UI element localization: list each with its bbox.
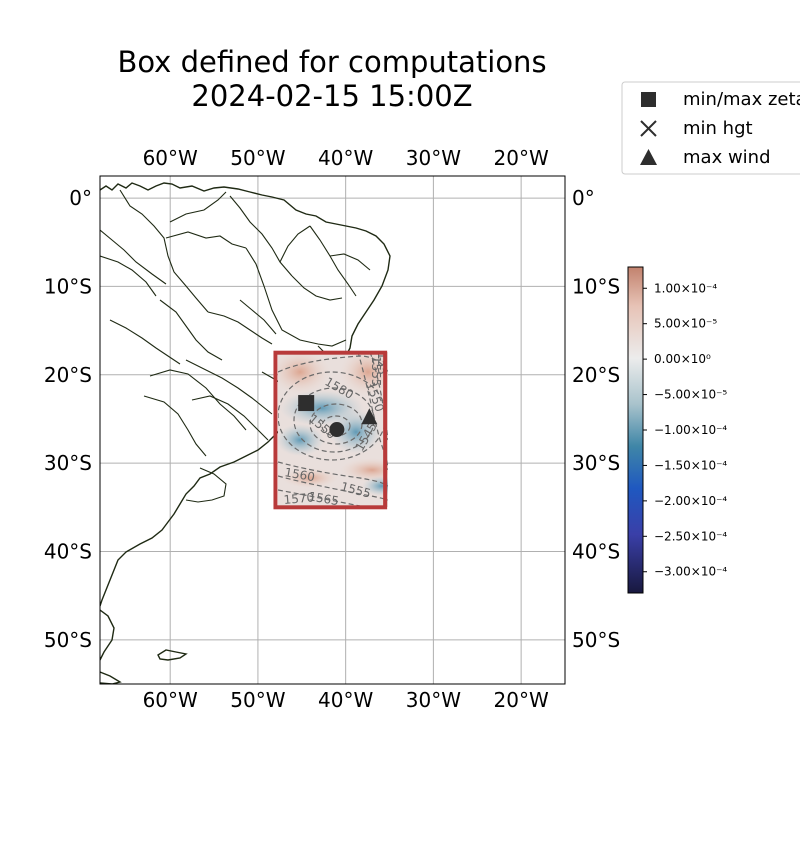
legend: min/max zeta min hgt max wind <box>621 81 800 175</box>
colorbar-tick-label: 0.00×10⁰ <box>654 352 711 366</box>
map-frame <box>99 175 566 685</box>
lon-tick-label-bottom: 60°W <box>143 688 198 712</box>
falkland-islands <box>157 649 188 661</box>
max-wind-marker <box>361 408 378 425</box>
colorbar-tick-label: −1.00×10⁻⁴ <box>654 423 727 437</box>
map-title: Box defined for computations <box>117 45 547 79</box>
lon-tick-label-bottom: 30°W <box>406 688 461 712</box>
axis-tick-labels: 60°W 60°W 50°W 50°W 40°W 40°W 30°W 30°W 20°W 20°W… <box>44 146 620 712</box>
legend-frame <box>621 81 800 175</box>
lon-tick-label-top: 60°W <box>143 146 198 170</box>
colorbar-tick-label: −5.00×10⁻⁵ <box>654 388 727 402</box>
legend-triangle-icon <box>640 149 657 165</box>
legend-label-wind: max wind <box>683 147 771 168</box>
colorbar <box>627 266 644 594</box>
legend-cross-icon <box>640 120 657 137</box>
lat-tick-label-left: 10°S <box>44 274 92 298</box>
min-max-zeta-marker <box>298 395 315 412</box>
lon-tick-label-bottom: 40°W <box>318 688 373 712</box>
legend-square-icon <box>641 92 656 107</box>
legend-label-hgt: min hgt <box>683 118 753 139</box>
colorbar-tick-label: −2.00×10⁻⁴ <box>654 494 727 508</box>
lat-tick-label-left: 0° <box>69 186 92 210</box>
contour-label: 1565 <box>307 489 340 508</box>
lat-tick-label-right: 30°S <box>572 451 620 475</box>
lon-tick-label-top: 50°W <box>230 146 285 170</box>
lat-tick-label-right: 0° <box>572 186 595 210</box>
contour-label: 1570 <box>283 490 315 507</box>
system-center-marker <box>329 422 345 438</box>
lon-tick-label-top: 40°W <box>318 146 373 170</box>
lon-tick-label-bottom: 20°W <box>494 688 549 712</box>
contour-label: 1555 <box>369 356 383 387</box>
colorbar-ticks: 1.00×10⁻⁴ 5.00×10⁻⁵ 0.00×10⁰ −5.00×10⁻⁵ −1.0… <box>643 281 727 579</box>
lat-tick-label-right: 40°S <box>572 539 620 563</box>
lat-tick-label-left: 40°S <box>44 539 92 563</box>
south-america-coastline <box>100 182 391 607</box>
computation-box <box>273 350 388 510</box>
legend-label-zeta: min/max zeta <box>683 89 800 110</box>
lat-tick-label-left: 50°S <box>44 628 92 652</box>
map-subtitle-date: 2024-02-15 15:00Z <box>191 79 473 113</box>
south-america-south-coast <box>100 609 115 661</box>
lat-tick-label-left: 20°S <box>44 363 92 387</box>
lat-tick-label-left: 30°S <box>44 451 92 475</box>
lat-tick-label-right: 20°S <box>572 363 620 387</box>
markers-layer <box>298 395 378 438</box>
colorbar-tick-label: −1.50×10⁻⁴ <box>654 458 727 472</box>
colorbar-tick-label: 5.00×10⁻⁵ <box>654 317 717 331</box>
lon-tick-label-top: 20°W <box>494 146 549 170</box>
colorbar-tick-label: −2.50×10⁻⁴ <box>654 529 727 543</box>
lat-tick-label-right: 50°S <box>572 628 620 652</box>
lon-tick-label-top: 30°W <box>406 146 461 170</box>
colorbar-tick-label: 1.00×10⁻⁴ <box>654 281 717 295</box>
lon-tick-label-bottom: 50°W <box>230 688 285 712</box>
contour-label: 1560 <box>283 465 316 484</box>
colorbar-tick-label: −3.00×10⁻⁴ <box>654 565 727 579</box>
lat-tick-label-right: 10°S <box>572 274 620 298</box>
